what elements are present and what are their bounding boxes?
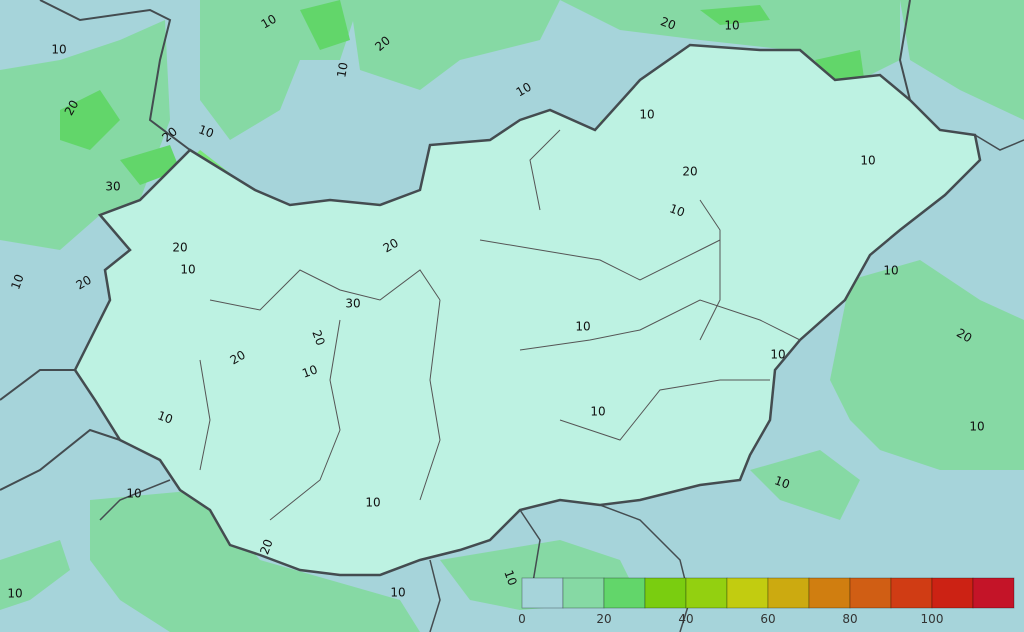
legend-tick-label: 20 xyxy=(596,612,611,626)
contour-label: 10 xyxy=(126,487,141,501)
legend-swatch xyxy=(931,577,974,609)
contour-label: 10 xyxy=(7,587,22,601)
contour-label: 10 xyxy=(514,80,534,100)
contour-label: 20 xyxy=(381,236,401,256)
contour-label: 10 xyxy=(773,473,792,491)
contour-label: 10 xyxy=(501,568,519,587)
contour-label: 30 xyxy=(105,180,120,194)
contour-label: 10 xyxy=(668,201,687,219)
contour-label: 10 xyxy=(365,496,380,510)
legend-swatch xyxy=(808,577,851,609)
contour-label: 10 xyxy=(590,405,605,419)
contour-label: 20 xyxy=(954,326,974,346)
contour-label: 10 xyxy=(639,108,654,122)
contour-label: 10 xyxy=(180,263,195,277)
legend-tick-label: 80 xyxy=(842,612,857,626)
contour-label: 20 xyxy=(62,98,82,118)
contour-label: 10 xyxy=(390,586,405,600)
legend-swatch xyxy=(767,577,810,609)
legend-tick-label: 0 xyxy=(518,612,526,626)
contour-label: 20 xyxy=(74,273,94,293)
contour-label: 10 xyxy=(770,348,785,362)
legend-swatch xyxy=(521,577,564,609)
contour-label: 20 xyxy=(172,241,187,255)
legend-swatch xyxy=(644,577,687,609)
contour-label: 10 xyxy=(883,264,898,278)
contour-label: 10 xyxy=(197,122,216,140)
legend-tick-label: 100 xyxy=(921,612,944,626)
contour-label: 20 xyxy=(309,328,327,347)
legend-swatch xyxy=(562,577,605,609)
legend-tick-label: 60 xyxy=(760,612,775,626)
contour-label: 20 xyxy=(659,14,678,32)
legend-swatch xyxy=(726,577,769,609)
contour-label: 30 xyxy=(345,297,360,311)
legend-swatch xyxy=(972,577,1015,609)
contour-label: 20 xyxy=(228,348,248,368)
legend-swatch xyxy=(890,577,933,609)
contour-label: 10 xyxy=(334,61,350,78)
legend-swatch xyxy=(603,577,646,609)
legend-colorbar: 0 20 40 60 80 100 xyxy=(518,577,1015,626)
contour-label: 20 xyxy=(682,165,697,179)
contour-label: 10 xyxy=(860,154,875,168)
legend-swatch xyxy=(849,577,892,609)
contour-label: 10 xyxy=(969,420,984,434)
contour-labels: 10 10 20 10 20 20 10 10 10 20 30 20 10 20 10 20 30 20 20 10… xyxy=(7,12,984,601)
contour-label: 10 xyxy=(8,272,26,291)
legend-tick-label: 40 xyxy=(678,612,693,626)
legend-swatch xyxy=(685,577,728,609)
contour-label: 10 xyxy=(156,408,175,426)
contour-label: 10 xyxy=(51,43,66,57)
contour-label: 10 xyxy=(300,362,319,380)
contour-label: 10 xyxy=(259,12,279,32)
contour-label: 10 xyxy=(575,320,590,334)
contour-label: 10 xyxy=(724,19,739,33)
contour-label: 20 xyxy=(257,537,275,556)
